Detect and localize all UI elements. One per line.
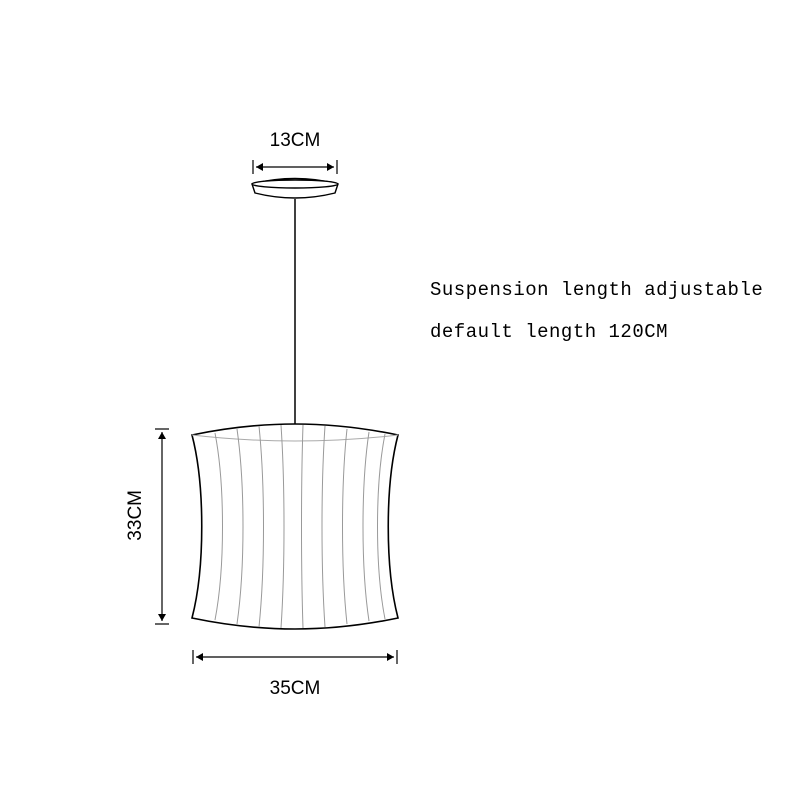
shade-width-label: 35CM xyxy=(255,678,335,700)
shade-height-label: 33CM xyxy=(125,490,147,541)
lamp-drawing xyxy=(185,175,405,635)
canopy-width-label: 13CM xyxy=(255,130,335,152)
shade-width-dimline xyxy=(192,650,398,664)
shade-height-dimline xyxy=(155,428,169,625)
canopy-width-dimline xyxy=(252,160,338,174)
annotation-line1: Suspension length adjustable xyxy=(430,270,763,312)
canopy xyxy=(252,179,338,199)
suspension-annotation: Suspension length adjustable default len… xyxy=(430,270,763,354)
lamp-shade xyxy=(192,424,398,629)
pendant-lamp-diagram: 13CM Suspension length adjustable defaul… xyxy=(0,0,800,800)
annotation-line2: default length 120CM xyxy=(430,312,763,354)
